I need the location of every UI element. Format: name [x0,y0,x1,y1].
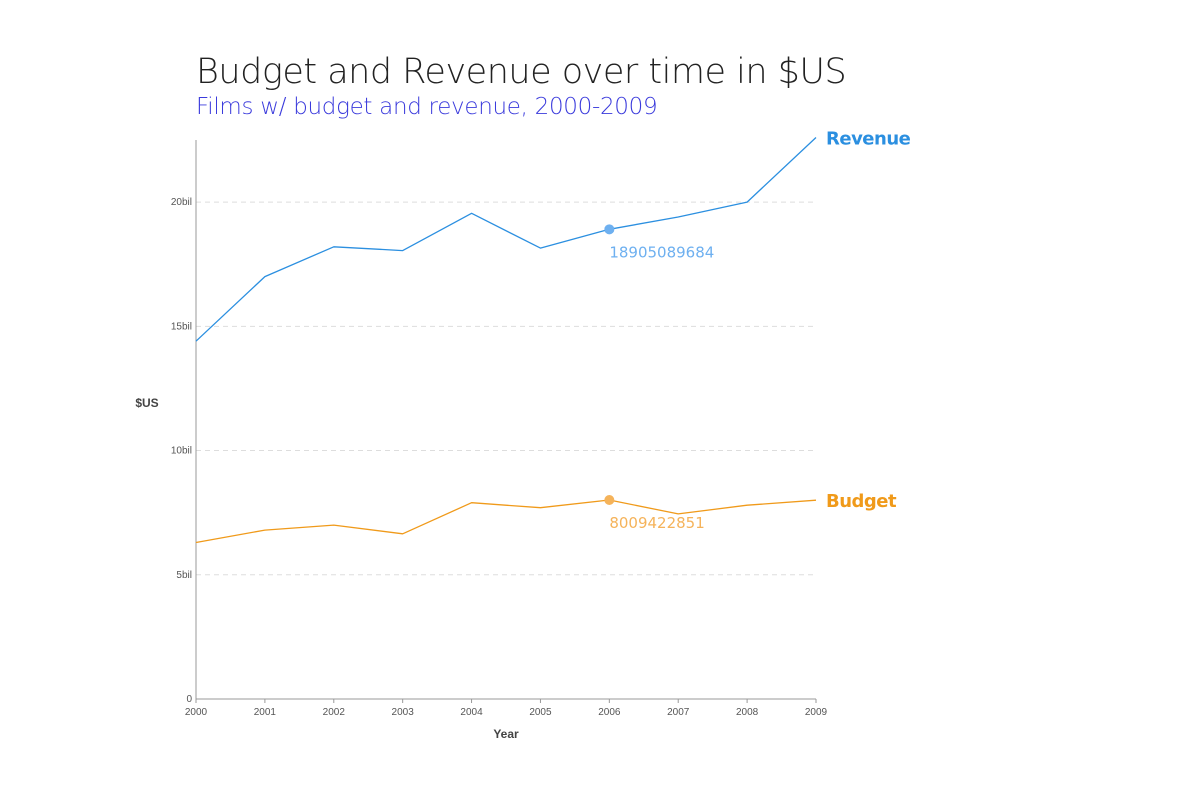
budget-series-label: Budget [826,491,897,512]
chart-title: Budget and Revenue over time in $US [196,52,847,92]
x-tick-label: 2002 [323,707,346,718]
y-tick-label: 10bil [171,446,192,457]
x-tick-label: 2000 [185,707,208,718]
x-tick-label: 2005 [529,707,552,718]
revenue-line [195,137,817,342]
x-tick-label: 2006 [598,707,621,718]
grid-lines [196,201,816,576]
y-tick-label: 0 [186,694,192,705]
budget-highlight-point[interactable] [604,495,615,506]
axes [195,140,816,700]
revenue-series-label: Revenue [826,129,911,150]
x-tick-label: 2007 [667,707,690,718]
series: 18905089684 Revenue 8009422851 Budget [195,129,911,544]
x-tick-label: 2004 [460,707,483,718]
x-tick-label: 2009 [805,707,828,718]
y-tick-label: 5bil [176,570,192,581]
budget-value-label: 8009422851 [609,514,704,532]
x-axis-ticks: 2000 2001 2002 2003 2004 2005 2006 2007 2008 2009 [185,699,828,718]
y-tick-label: 20bil [171,197,192,208]
x-tick-label: 2001 [254,707,277,718]
y-tick-label: 15bil [171,321,192,332]
x-axis-title: Year [493,727,519,741]
revenue-value-label: 18905089684 [609,243,714,261]
x-tick-label: 2003 [392,707,415,718]
y-axis-title: $US [135,396,158,410]
revenue-highlight-point[interactable] [604,224,615,235]
chart-subtitle: Films w/ budget and revenue, 2000-2009 [196,94,658,120]
x-tick-label: 2008 [736,707,759,718]
y-axis-ticks: 0 5bil 10bil 15bil 20bil [171,197,193,705]
budget-line [195,499,817,544]
